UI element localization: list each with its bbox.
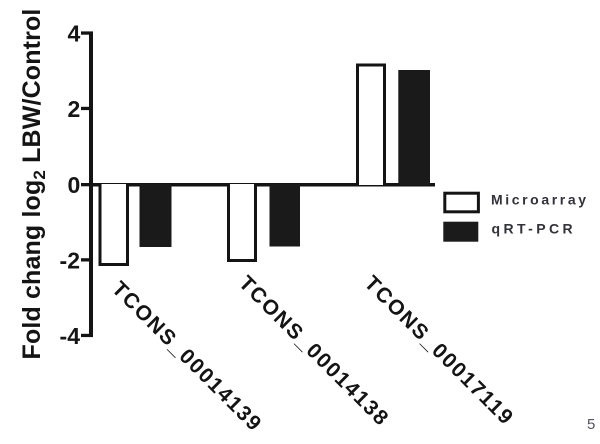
svg-text:2: 2 bbox=[68, 96, 81, 122]
svg-text:-2: -2 bbox=[60, 248, 80, 274]
svg-text:qRT-PCR: qRT-PCR bbox=[492, 221, 576, 237]
svg-text:Fold chang log2 LBW/Control: Fold chang log2 LBW/Control bbox=[18, 9, 49, 360]
svg-text:0: 0 bbox=[68, 172, 81, 198]
svg-text:5: 5 bbox=[587, 416, 595, 433]
svg-text:4: 4 bbox=[68, 20, 81, 46]
svg-text:Microarray: Microarray bbox=[491, 192, 589, 208]
svg-text:-4: -4 bbox=[60, 323, 81, 349]
